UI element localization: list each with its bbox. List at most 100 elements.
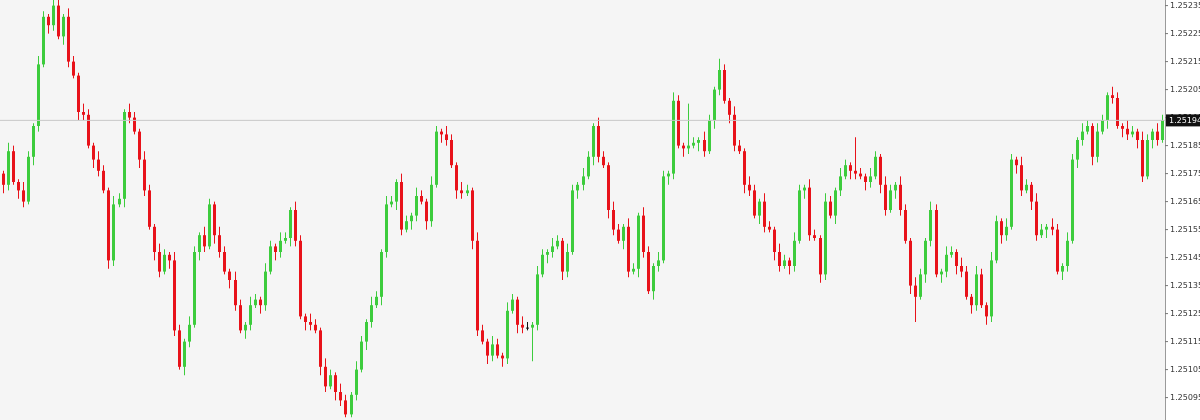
candle-body [466, 190, 469, 194]
candle-body [208, 204, 211, 247]
candle-body [360, 341, 363, 370]
candle-body [975, 274, 978, 306]
candle-body [22, 190, 25, 202]
candle-body [430, 184, 433, 222]
candle-body [254, 299, 257, 306]
candle-body [935, 210, 938, 275]
candle-body [405, 221, 408, 230]
candle-body [178, 330, 181, 367]
candle-body [697, 140, 700, 143]
candle-body [778, 252, 781, 266]
candle-body [395, 182, 398, 202]
candle-body [249, 305, 252, 325]
candle-body [854, 170, 857, 174]
candle-body [1116, 98, 1119, 126]
candle-body [904, 210, 907, 241]
candle-body [879, 156, 882, 185]
candle-body [793, 240, 796, 266]
y-tick-label: 1.25095 [1170, 393, 1200, 402]
candle-body [647, 252, 650, 292]
candle-body [617, 229, 620, 241]
candle-body [884, 184, 887, 210]
candle-body [839, 176, 842, 191]
candle-body [914, 285, 917, 297]
candle-body [153, 226, 156, 252]
candle-body [667, 173, 670, 177]
candle-body [1056, 229, 1059, 272]
candle-body [355, 369, 358, 395]
candle-body [501, 355, 504, 359]
candle-body [713, 89, 716, 121]
candle-body [107, 190, 110, 261]
y-tick-label: 1.25115 [1170, 337, 1200, 346]
candle-body [677, 100, 680, 146]
candle-body [183, 341, 186, 367]
candle-body [133, 117, 136, 132]
candle-body [849, 165, 852, 171]
candle-body [738, 145, 741, 152]
candle-body [874, 156, 877, 177]
candle-body [2, 173, 5, 185]
candle-body [481, 330, 484, 342]
candle-body [758, 201, 761, 216]
candle-body [929, 210, 932, 241]
candle-body [274, 246, 277, 252]
candle-body [582, 176, 585, 185]
y-tick-label: 1.25225 [1170, 29, 1200, 38]
candle-body [819, 238, 822, 275]
candle-body [365, 322, 368, 342]
candle-body [612, 210, 615, 230]
candle-body [995, 221, 998, 261]
candle-body [223, 252, 226, 272]
candle-body [445, 134, 448, 140]
candle-body [919, 274, 922, 297]
candle-body [234, 280, 237, 306]
candle-body [289, 210, 292, 238]
candle-body [1146, 140, 1149, 177]
candle-body [587, 156, 590, 177]
candle-body [1136, 131, 1139, 140]
candle-body [329, 375, 332, 387]
candle-body [123, 112, 126, 199]
candle-body [1051, 226, 1054, 230]
candle-body [77, 75, 80, 112]
candle-body [47, 16, 50, 26]
candle-body [1131, 131, 1134, 135]
candle-body [193, 252, 196, 325]
candle-body [516, 299, 519, 325]
y-tick-label: 1.25135 [1170, 281, 1200, 290]
candle-body [632, 268, 635, 272]
candle-body [1161, 120, 1164, 140]
y-tick-label: 1.25165 [1170, 197, 1200, 206]
candle-body [511, 299, 514, 311]
candle-body [637, 215, 640, 269]
candle-body [118, 198, 121, 205]
candle-body [692, 142, 695, 146]
candle-body [279, 240, 282, 252]
candle-body [17, 182, 20, 191]
candle-body [334, 375, 337, 392]
candle-body [521, 324, 524, 328]
candle-body [622, 226, 625, 241]
candle-body [1106, 95, 1109, 121]
candle-body [87, 114, 90, 146]
candle-body [1025, 184, 1028, 191]
candle-body [1010, 159, 1013, 227]
y-tick-label: 1.25155 [1170, 225, 1200, 234]
candle-body [642, 215, 645, 252]
candle-body [566, 252, 569, 272]
candle-body [450, 140, 453, 166]
candle-body [259, 299, 262, 306]
candle-body [324, 366, 327, 387]
candle-body [309, 322, 312, 325]
candle-body [829, 201, 832, 216]
candle-body [662, 176, 665, 261]
candle-body [319, 330, 322, 367]
candle-body [228, 271, 231, 280]
candle-body [440, 131, 443, 135]
candle-body [92, 145, 95, 160]
candle-body [203, 235, 206, 247]
candle-body [1000, 221, 1003, 236]
candle-body [1040, 229, 1043, 236]
